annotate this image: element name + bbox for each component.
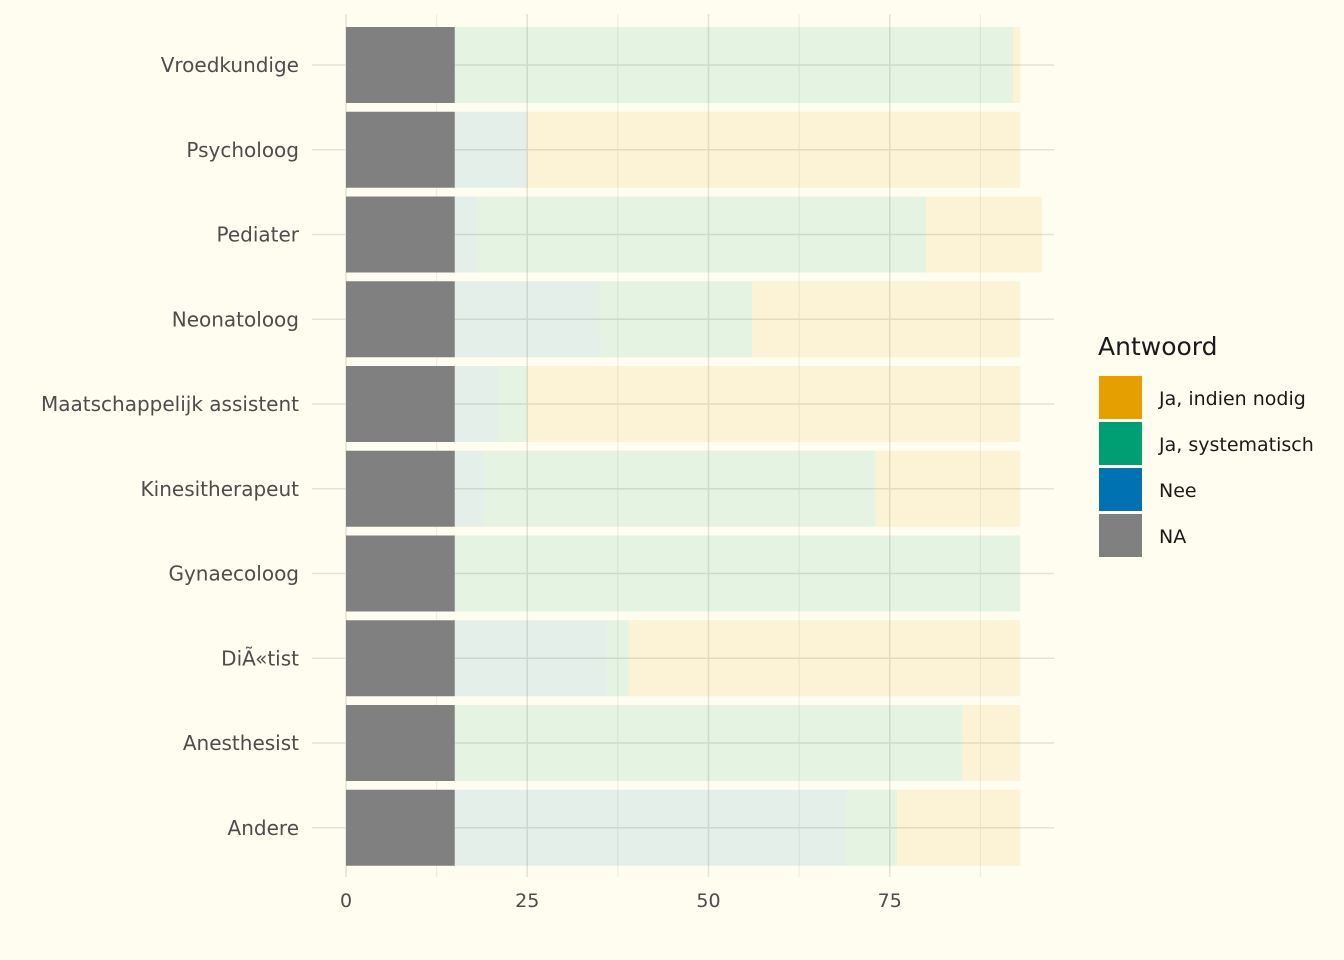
- bar-ja-systematisch-pediater: [476, 196, 926, 273]
- bar-nee-psycholoog: [454, 111, 528, 188]
- bar-na-pediater: [346, 196, 455, 273]
- bar-ja-systematisch-andere: [846, 789, 897, 866]
- bar-ja-indien-nodig-vroedkundige: [1013, 27, 1021, 103]
- bar-nee-kinesitherapeut: [454, 450, 484, 527]
- bar-nee-maatschappelijk-assistent: [454, 366, 499, 442]
- bar-na-andere: [346, 789, 455, 866]
- bar-ja-systematisch-vroedkundige: [454, 27, 1013, 103]
- bar-na-di-tist: [346, 620, 455, 697]
- legend-label: Ja, indien nodig: [1158, 388, 1306, 410]
- x-tick-label: 50: [696, 890, 720, 912]
- y-tick-label: Anesthesist: [183, 731, 299, 755]
- bar-ja-indien-nodig-anesthesist: [962, 705, 1021, 781]
- legend-key-nee: [1099, 468, 1142, 511]
- x-tick-label: 25: [515, 890, 539, 912]
- bar-ja-indien-nodig-andere: [897, 789, 1021, 866]
- y-tick-label: Pediater: [216, 223, 299, 247]
- bar-ja-indien-nodig-di-tist: [628, 620, 1021, 697]
- bar-ja-systematisch-anesthesist: [454, 705, 963, 781]
- legend-label: Nee: [1159, 480, 1197, 502]
- bar-na-vroedkundige: [346, 27, 455, 103]
- legend-label: Ja, systematisch: [1158, 434, 1314, 456]
- bar-na-psycholoog: [346, 111, 455, 188]
- bar-nee-di-tist: [454, 620, 607, 697]
- bar-nee-pediater: [454, 196, 477, 273]
- y-tick-label: DiÃ«tist: [221, 646, 299, 670]
- bar-ja-systematisch-gynaecoloog: [454, 535, 1021, 612]
- bar-ja-systematisch-maatschappelijk-assistent: [498, 366, 528, 442]
- bar-nee-neonatoloog: [454, 281, 600, 358]
- y-tick-label: Psycholoog: [186, 138, 299, 162]
- bars: [346, 27, 1042, 866]
- x-tick-label: 75: [878, 890, 902, 912]
- bar-ja-systematisch-kinesitherapeut: [483, 450, 876, 527]
- bar-ja-indien-nodig-pediater: [926, 196, 1042, 273]
- bar-na-maatschappelijk-assistent: [346, 366, 455, 442]
- y-tick-label: Maatschappelijk assistent: [41, 392, 299, 416]
- y-tick-label: Kinesitherapeut: [141, 477, 300, 501]
- bar-ja-systematisch-di-tist: [607, 620, 629, 697]
- legend-key-ja-systematisch: [1099, 422, 1142, 465]
- y-tick-label: Neonatoloog: [172, 307, 299, 331]
- bar-ja-indien-nodig-kinesitherapeut: [875, 450, 1021, 527]
- legend-key-ja-indien-nodig: [1099, 376, 1142, 419]
- bar-ja-indien-nodig-psycholoog: [527, 111, 1021, 188]
- legend: Antwoord Ja, indien nodig Ja, systematisc…: [1098, 332, 1314, 557]
- legend-key-na: [1099, 514, 1142, 557]
- bar-nee-andere: [454, 789, 847, 866]
- bar-na-gynaecoloog: [346, 535, 455, 612]
- y-tick-label: Vroedkundige: [161, 53, 299, 77]
- bar-ja-systematisch-neonatoloog: [599, 281, 752, 358]
- bar-na-neonatoloog: [346, 281, 455, 358]
- bar-ja-indien-nodig-neonatoloog: [752, 281, 1021, 358]
- x-tick-label: 0: [340, 890, 352, 912]
- bar-ja-indien-nodig-maatschappelijk-assistent: [527, 366, 1021, 442]
- y-tick-label: Gynaecoloog: [168, 562, 299, 586]
- y-tick-label: Andere: [228, 816, 299, 840]
- y-axis-labels: Andere Anesthesist DiÃ«tist Gynaecoloog Kine…: [41, 53, 300, 840]
- legend-title: Antwoord: [1098, 332, 1218, 361]
- legend-label: NA: [1159, 526, 1186, 548]
- bar-na-kinesitherapeut: [346, 450, 455, 527]
- bar-na-anesthesist: [346, 705, 455, 781]
- x-axis-labels: 0 25 50 75: [340, 890, 902, 912]
